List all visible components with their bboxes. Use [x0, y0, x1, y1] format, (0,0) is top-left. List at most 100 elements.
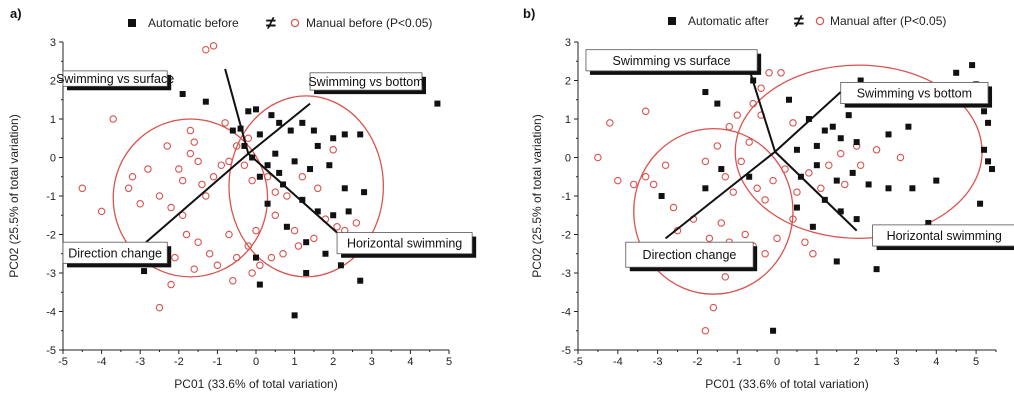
vector-label: Horizontal swimming: [887, 229, 1002, 243]
manual-point: [641, 107, 650, 116]
manual-point: [773, 234, 781, 243]
automatic-point: [813, 162, 820, 169]
automatic-point: [865, 181, 872, 188]
automatic-point: [314, 208, 321, 215]
automatic-point: [981, 108, 988, 115]
y-tick-label: -5: [46, 345, 56, 357]
automatic-point: [256, 281, 263, 288]
manual-point: [271, 188, 280, 196]
legend-not-equal-symbol: ≠: [794, 11, 804, 31]
loading-vector: [664, 150, 776, 240]
manual-point: [109, 115, 117, 123]
x-tick-label: 3: [369, 356, 375, 368]
manual-point: [244, 242, 253, 250]
y-tick-label: 0: [565, 153, 571, 165]
loading-vector: [247, 102, 311, 155]
automatic-point: [977, 200, 984, 207]
manual-point: [310, 234, 318, 243]
manual-point: [777, 69, 785, 77]
y-tick-label: -5: [561, 345, 571, 357]
automatic-point: [341, 185, 348, 192]
vector-label: Swimming vs bottom: [857, 87, 972, 101]
manual-point: [333, 223, 341, 231]
x-tick-label: -4: [97, 356, 107, 368]
loading-vector: [748, 68, 777, 153]
manual-point: [213, 261, 222, 270]
manual-point: [136, 199, 144, 208]
manual-point: [190, 138, 198, 146]
manual-point: [761, 250, 769, 258]
automatic-point: [658, 193, 665, 199]
vector-label: Swimming vs surface: [613, 54, 731, 68]
automatic-point: [245, 108, 252, 115]
y-tick-label: 3: [50, 37, 56, 49]
vector-label-box: [336, 232, 473, 255]
automatic-point: [330, 212, 337, 219]
automatic-point: [989, 166, 996, 173]
manual-point: [741, 230, 749, 239]
automatic-point: [434, 100, 441, 107]
automatic-point: [885, 131, 892, 138]
manual-point: [232, 142, 241, 150]
automatic-point: [885, 185, 892, 192]
manual-point: [781, 165, 789, 173]
manual-point: [124, 184, 133, 193]
automatic-point: [793, 204, 800, 211]
x-tick-label: 5: [446, 356, 452, 368]
manual-point: [836, 149, 845, 158]
manual-point: [761, 196, 769, 204]
vector-label: Swimming vs bottom: [308, 75, 423, 89]
legend-marker-circle: [815, 16, 825, 26]
manual-point: [171, 253, 179, 262]
automatic-point: [310, 127, 317, 134]
manual-point: [749, 99, 757, 108]
y-tick-label: 2: [565, 76, 571, 88]
automatic-point: [933, 177, 940, 184]
manual-point: [765, 69, 773, 77]
manual-point: [594, 153, 602, 162]
manual-point: [733, 111, 741, 119]
automatic-point: [299, 119, 306, 126]
automatic-point: [985, 119, 992, 126]
manual-point: [725, 122, 734, 131]
vector-label: Direction change: [68, 246, 162, 260]
automatic-point: [873, 266, 880, 273]
manual-point: [217, 161, 226, 169]
x-tick-label: -1: [732, 356, 742, 368]
automatic-point: [718, 166, 725, 173]
manual-point: [669, 203, 678, 212]
manual-point: [352, 219, 361, 227]
manual-point: [649, 180, 658, 189]
y-tick-label: 0: [50, 153, 56, 165]
manual-point: [279, 250, 287, 258]
automatic-point: [837, 208, 844, 215]
legend-not-equal-symbol: ≠: [266, 13, 276, 33]
manual-point: [701, 157, 710, 166]
confidence-ellipse: [112, 118, 269, 278]
manual-point: [329, 146, 337, 154]
manual-point: [175, 165, 183, 173]
confidence-ellipse: [228, 95, 385, 278]
vector-label-box: [309, 72, 423, 91]
x-tick-label: 0: [774, 356, 780, 368]
automatic-point: [909, 185, 916, 192]
automatic-point: [833, 258, 840, 265]
automatic-point: [256, 173, 263, 180]
manual-point: [294, 242, 303, 250]
automatic-point: [268, 112, 275, 119]
manual-point: [229, 276, 237, 285]
automatic-point: [291, 158, 298, 165]
automatic-point: [253, 106, 259, 113]
loading-vector: [224, 68, 250, 154]
manual-point: [709, 303, 718, 312]
manual-point: [248, 176, 256, 185]
manual-point: [298, 173, 307, 181]
manual-point: [128, 173, 137, 181]
x-tick-label: -5: [573, 356, 583, 368]
automatic-point: [264, 162, 271, 169]
automatic-point: [714, 100, 721, 107]
confidence-ellipse: [633, 127, 794, 295]
manual-point: [721, 273, 730, 281]
manual-point: [717, 219, 726, 227]
automatic-point: [276, 169, 283, 176]
